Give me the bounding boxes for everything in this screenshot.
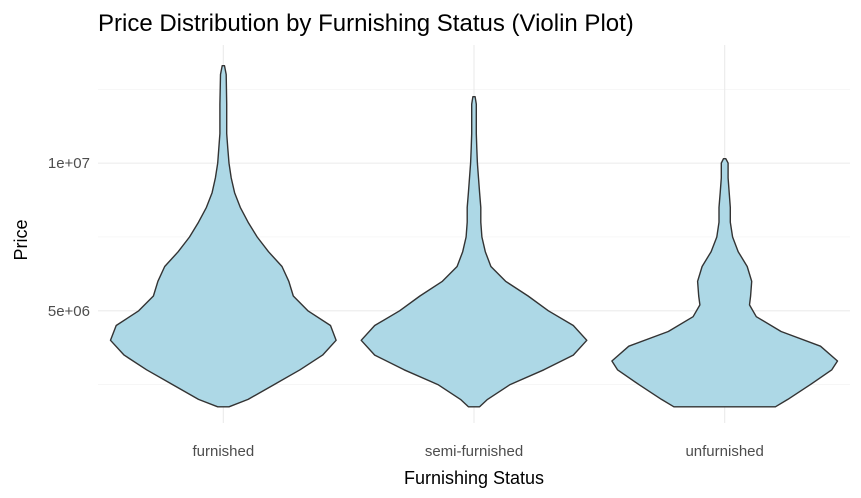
violin-semi-furnished xyxy=(360,96,588,408)
y-tick-label: 5e+06 xyxy=(48,303,90,320)
y-tick-label: 1e+07 xyxy=(48,155,90,172)
y-axis-title: Price xyxy=(11,219,31,260)
chart-title: Price Distribution by Furnishing Status … xyxy=(98,10,634,37)
x-tick-label: unfurnished xyxy=(685,443,763,460)
x-axis-ticks: furnished semi-furnished unfurnished xyxy=(192,443,763,460)
x-axis-title: Furnishing Status xyxy=(404,468,544,488)
x-tick-label: semi-furnished xyxy=(425,443,523,460)
violins xyxy=(109,65,839,408)
violin-furnished xyxy=(109,65,337,408)
y-axis-ticks: 5e+06 1e+07 xyxy=(48,155,90,320)
violin-unfurnished xyxy=(611,158,839,408)
x-tick-label: furnished xyxy=(192,443,254,460)
